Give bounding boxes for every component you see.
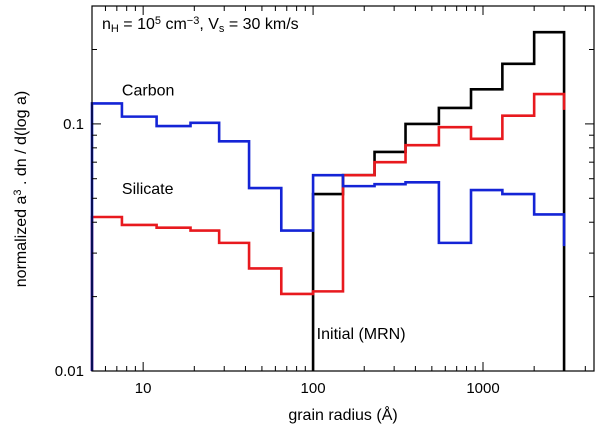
- series-carbon: [90, 102, 566, 371]
- header-annotation: nH = 105 cm−3, Vs = 30 km/s: [102, 15, 299, 35]
- x-tick-label: 100: [301, 380, 326, 397]
- x-tick-label: 1000: [466, 380, 499, 397]
- y-tick-label: 0.01: [55, 363, 84, 380]
- ticks-layer: 10 100 1000 0.01 0.1: [55, 5, 594, 397]
- y-tick-label: 0.1: [63, 116, 84, 133]
- plot-frame: [91, 5, 595, 372]
- series-silicate: [90, 92, 566, 371]
- series-layer: [90, 30, 566, 371]
- y-axis-title: normalized a3 . dn / d(log a): [12, 91, 30, 287]
- x-axis-title: grain radius (Å): [288, 405, 397, 424]
- annotation-carbon-label: Carbon: [122, 83, 174, 100]
- annotation-silicate-label: Silicate: [122, 181, 174, 198]
- annotation-initial-mrn-label: Initial (MRN): [317, 326, 406, 343]
- x-tick-label: 10: [135, 380, 152, 397]
